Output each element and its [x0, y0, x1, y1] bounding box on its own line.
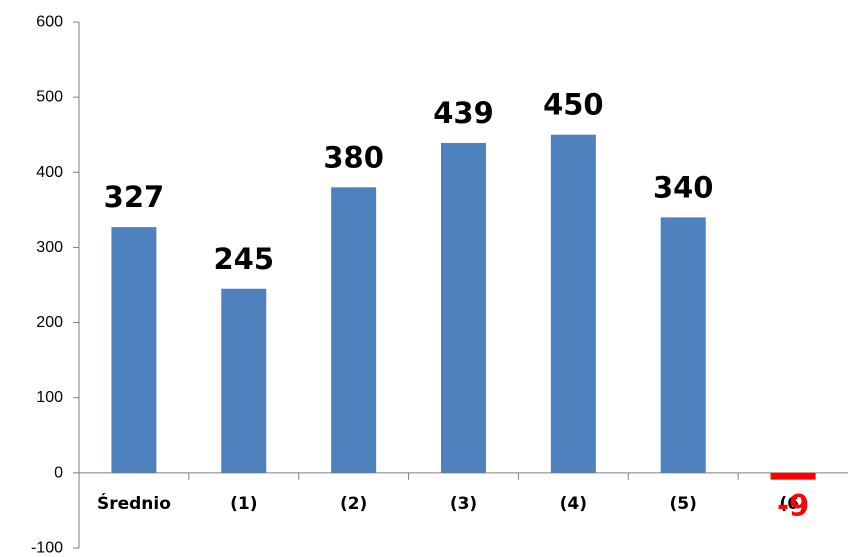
- x-tick-label: (4): [560, 494, 587, 514]
- bar: [331, 187, 377, 473]
- data-label: -9: [777, 489, 809, 523]
- bar: [770, 472, 816, 480]
- y-tick-label: 100: [36, 389, 63, 406]
- data-label: 327: [104, 180, 165, 214]
- data-label: 340: [653, 170, 714, 204]
- y-tick-label: 500: [36, 89, 63, 106]
- x-axis-ticks: Średnio (1) (2) (3) (4) (5) (6): [97, 472, 807, 514]
- y-tick-label: 600: [36, 14, 63, 31]
- bar: [441, 142, 486, 473]
- y-tick-label: 400: [36, 164, 63, 181]
- bar: [111, 227, 157, 473]
- y-tick-label: 200: [36, 314, 63, 331]
- bar: [550, 134, 596, 473]
- data-label: 450: [543, 88, 604, 122]
- y-tick-label: 300: [36, 239, 63, 256]
- x-tick-label: (1): [230, 494, 257, 514]
- chart-axes: [78, 22, 848, 548]
- bar: [221, 288, 267, 473]
- y-tick-label: -100: [31, 540, 63, 557]
- x-tick-label: (3): [450, 494, 477, 514]
- bar: [660, 217, 706, 473]
- bar-series: [111, 134, 816, 480]
- y-tick-label: 0: [54, 464, 63, 481]
- x-tick-label: (2): [340, 494, 367, 514]
- data-label: 245: [214, 242, 275, 276]
- data-labels: 327 245 380 439 450 340 -9: [104, 88, 810, 523]
- x-tick-label: Średnio: [97, 492, 171, 514]
- data-label: 439: [433, 96, 494, 130]
- x-tick-label: (6): [779, 494, 806, 514]
- x-tick-label: (5): [670, 494, 697, 514]
- y-axis-ticks: -100 0 100 200 300 400 500 600: [31, 14, 79, 557]
- data-label: 380: [323, 140, 384, 174]
